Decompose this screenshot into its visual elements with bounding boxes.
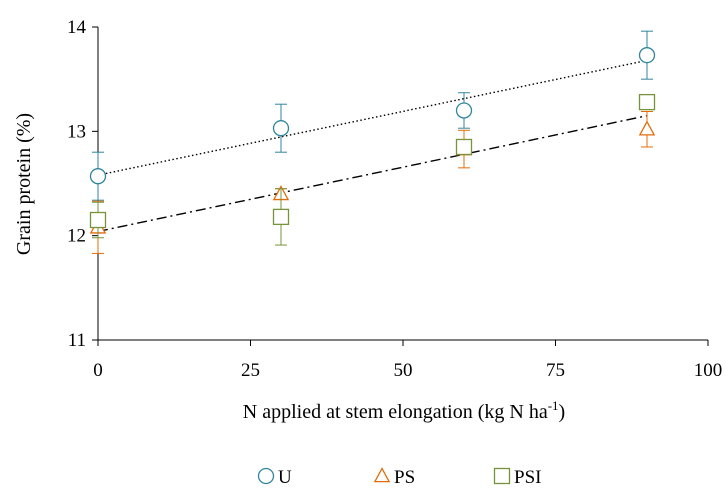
legend-label-psi: PSI (514, 467, 541, 488)
data-point-ps (638, 120, 656, 136)
legend-label-ps: PS (394, 467, 415, 488)
data-point-psi (455, 138, 473, 156)
y-tick-label: 14 (67, 17, 87, 38)
data-point-u (638, 47, 656, 64)
trendline-dotted (97, 59, 648, 176)
x-tick-label: 0 (93, 360, 103, 381)
x-axis-label-main: N applied at stem elongation (kg N ha (243, 401, 548, 423)
legend-label-u: U (278, 467, 292, 488)
y-tick-label: 13 (67, 121, 86, 142)
axes: 0 25 50 75 100 11 12 13 14 (67, 17, 722, 381)
trendlines (97, 59, 648, 233)
y-axis-label: Grain protein (%) (13, 113, 35, 255)
legend-marker-ps (373, 467, 391, 483)
x-axis-label: N applied at stem elongation (kg N ha-1) (243, 398, 565, 423)
data-point-u (272, 120, 290, 137)
data-point-psi (638, 93, 656, 111)
x-tick-label: 100 (694, 360, 723, 381)
legend: U PS PSI (257, 467, 541, 488)
trendline-dash-dot (97, 114, 648, 233)
y-tick-label: 11 (68, 330, 86, 351)
data-point-psi (89, 211, 107, 229)
data-marks (89, 30, 656, 254)
x-tick-label: 25 (241, 360, 260, 381)
data-point-u (455, 102, 473, 119)
y-tick-label: 12 (67, 226, 86, 247)
data-point-psi (272, 208, 290, 226)
legend-marker-psi (493, 467, 511, 485)
x-axis-label-end: ) (559, 401, 566, 423)
x-tick-label: 75 (546, 360, 565, 381)
data-point-u (89, 168, 107, 185)
x-axis-label-superscript: -1 (548, 398, 559, 413)
legend-marker-u (257, 467, 275, 485)
x-tick-label: 50 (394, 360, 413, 381)
